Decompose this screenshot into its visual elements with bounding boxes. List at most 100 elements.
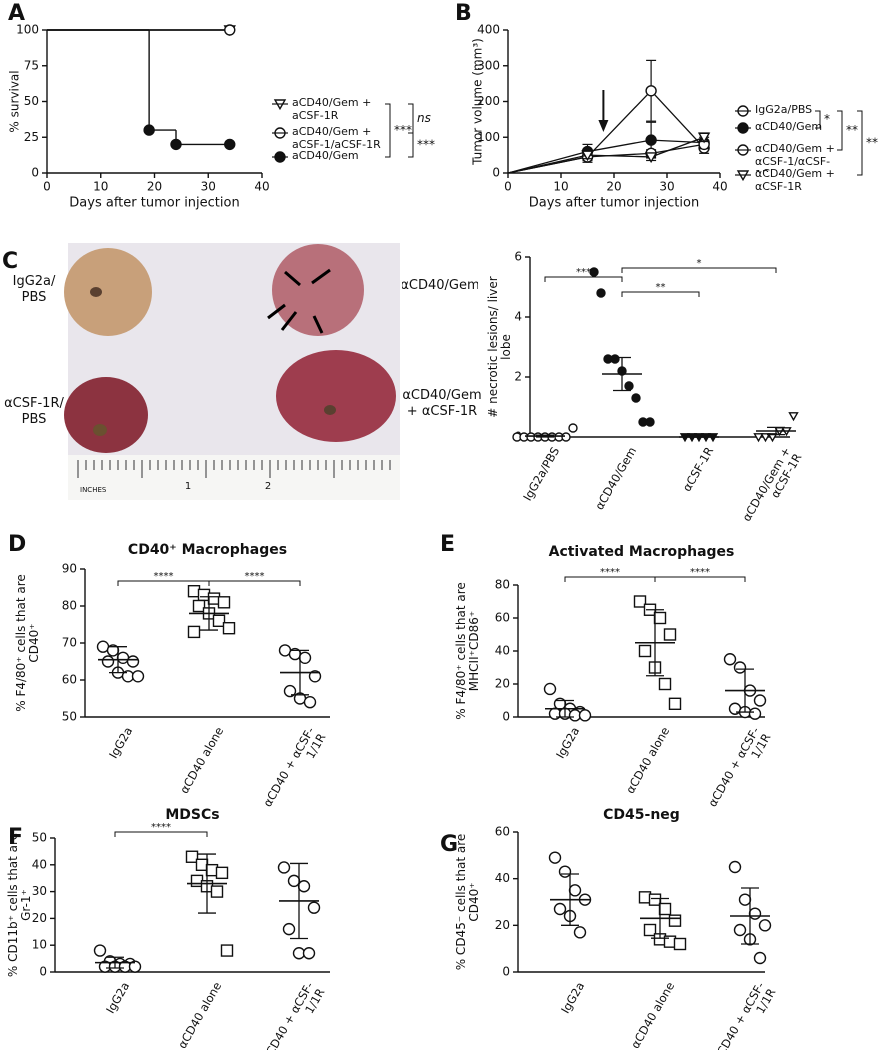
y-tick-label: 0 (502, 710, 510, 724)
legend-label: IgG2a/PBS (755, 103, 813, 116)
point (553, 902, 567, 916)
y-axis-label-box: # necrotic lesions/ liver lobe (486, 276, 513, 417)
y-tick-label: 90 (62, 562, 77, 576)
panel-label: F (8, 825, 23, 850)
photo-label-box: αCD40/Gem (402, 279, 478, 292)
significance-bracket (208, 580, 301, 586)
point (643, 923, 657, 937)
legend-label: aCD40/Gem + aCSF-1/aCSF-1R (292, 125, 381, 151)
significance-label: *** (417, 138, 435, 152)
significance-bracket (815, 110, 821, 129)
y-tick-label: 25 (24, 130, 39, 144)
legend-label: aCD40/Gem (292, 149, 359, 162)
y-tick-label: 100 (477, 130, 500, 144)
legend-label: αCD40/Gem (755, 120, 823, 133)
x-tick-label: 10 (553, 180, 568, 194)
arrow (284, 270, 301, 287)
significance-bracket (654, 576, 746, 582)
point (307, 901, 321, 914)
series-line (507, 136, 705, 174)
y-axis-label-box: % CD45⁻ cells that are CD40⁺ (454, 833, 481, 971)
significance-bracket (385, 103, 391, 158)
y-tick-label: 0 (39, 965, 47, 979)
point (668, 914, 682, 927)
y-tick-label: 50 (32, 831, 47, 845)
y-axis-label: % F4/80⁺ cells that are CD40⁺ (14, 574, 41, 712)
x-tick-label: 40 (254, 180, 269, 194)
y-axis-label-box: % F4/80⁺ cells that are MHCII⁺CD86⁺ (454, 582, 481, 720)
point (561, 432, 571, 442)
y-tick-label: 60 (495, 825, 510, 839)
point (748, 907, 762, 920)
point (287, 874, 301, 888)
y-tick-label: 400 (477, 23, 500, 37)
point (224, 24, 236, 36)
point (187, 625, 201, 639)
point (738, 893, 752, 906)
lesion (324, 405, 336, 415)
arrow (311, 268, 331, 285)
significance-bracket (114, 831, 208, 837)
liver (64, 377, 148, 453)
point (644, 152, 658, 164)
point (753, 694, 767, 707)
point (610, 354, 620, 364)
significance-bracket (544, 276, 623, 282)
y-tick-label: 200 (477, 94, 500, 108)
significance-bracket (621, 291, 700, 297)
y-tick-label: 80 (495, 578, 510, 592)
ruler-label: 1 (185, 481, 191, 492)
significance-label: *** (394, 123, 412, 137)
photo-label: αCD40/Gem + αCSF-1R (402, 388, 482, 419)
y-tick-label: 10 (32, 938, 47, 952)
y-tick-label: 4 (514, 310, 522, 324)
point (212, 614, 226, 627)
significance-bracket (837, 110, 843, 151)
y-axis-label: % CD45⁻ cells that are CD40⁺ (454, 833, 481, 971)
point (581, 150, 594, 162)
x-tick-label: 0 (43, 180, 51, 194)
panel-label: B (455, 1, 472, 26)
legend-label: aCD40/Gem + aCSF-1R (292, 96, 372, 122)
point (673, 937, 687, 951)
point (215, 866, 229, 880)
point (543, 682, 557, 696)
legend-label: αCD40/Gem + αCSF-1R (755, 167, 835, 193)
significance-label: **** (245, 571, 265, 582)
point (645, 134, 657, 146)
significance-label: **** (600, 567, 620, 578)
point (753, 951, 767, 965)
arrow (312, 315, 324, 334)
y-axis-label-box: % CD11b⁺ cells that are Gr-1⁺ (6, 832, 33, 978)
significance-label: **** (154, 571, 174, 582)
panel-label: D (8, 532, 26, 557)
significance-label: **** (690, 567, 710, 578)
y-tick-label: 75 (24, 58, 39, 72)
point (638, 644, 652, 658)
y-axis-label: % CD11b⁺ cells that are Gr-1⁺ (6, 832, 33, 978)
photo-label-box: αCSF-1R/ PBS (4, 396, 64, 427)
legend-label-box: aCD40/Gem (292, 149, 359, 162)
y-tick-label: 70 (62, 636, 77, 650)
series-line (507, 139, 705, 174)
panel-label: A (8, 1, 25, 26)
y-tick-label: 20 (495, 918, 510, 932)
liver (276, 350, 396, 442)
point (93, 944, 107, 957)
y-tick-label: 0 (492, 166, 500, 180)
y-tick-label: 80 (62, 599, 77, 613)
y-tick-label: 100 (16, 23, 39, 37)
y-tick-label: 50 (24, 94, 39, 108)
arrows (267, 268, 331, 334)
photo-label: αCSF-1R/ PBS (4, 396, 64, 427)
photo-label-box: αCD40/Gem + αCSF-1R (402, 388, 482, 419)
point (548, 851, 562, 864)
point (645, 85, 657, 97)
point (645, 417, 655, 427)
point (568, 423, 578, 433)
y-tick-label: 2 (514, 370, 522, 384)
point (558, 865, 572, 878)
significance-bracket (857, 110, 863, 176)
x-axis-label: Days after tumor injection (529, 196, 699, 211)
y-axis-label-box: % survival (8, 70, 22, 132)
